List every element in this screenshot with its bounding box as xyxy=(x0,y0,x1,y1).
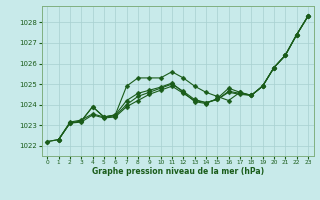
X-axis label: Graphe pression niveau de la mer (hPa): Graphe pression niveau de la mer (hPa) xyxy=(92,167,264,176)
